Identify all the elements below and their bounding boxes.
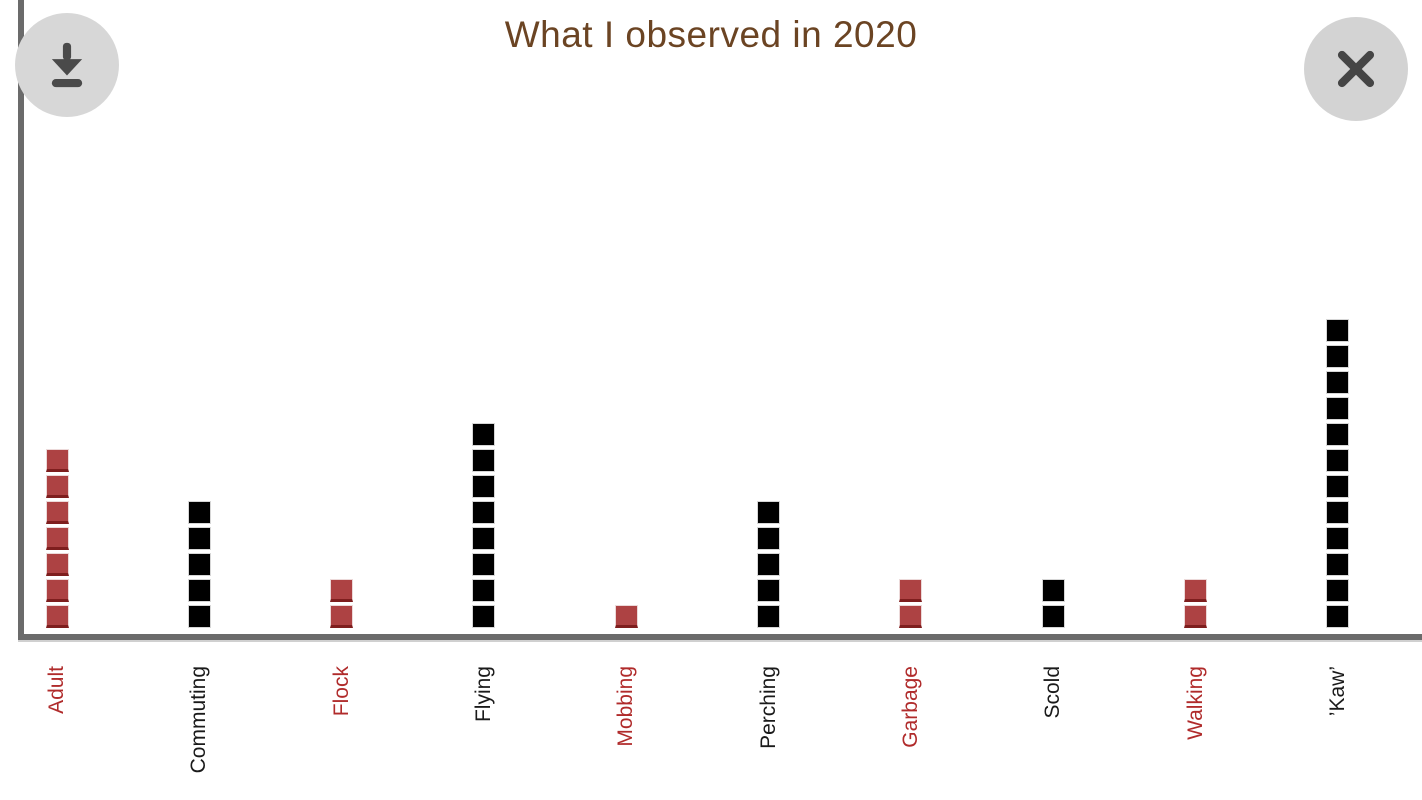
unit-square: [757, 501, 781, 524]
unit-square: [1326, 579, 1350, 602]
unit-square: [187, 605, 211, 628]
bar-garbage: [899, 579, 923, 628]
unit-square: [614, 605, 638, 628]
x-tick-label-mobbing: Mobbing: [614, 666, 638, 747]
unit-square: [330, 579, 354, 602]
unit-square: [757, 527, 781, 550]
unit-square: [1184, 579, 1208, 602]
unit-square: [1326, 553, 1350, 576]
bar-kaw: [1326, 319, 1350, 628]
unit-square: [1184, 605, 1208, 628]
x-tick-label-perching: Perching: [756, 666, 780, 749]
x-tick-label-flock: Flock: [329, 666, 353, 717]
unit-square: [1326, 475, 1350, 498]
bar-walking: [1184, 579, 1208, 628]
unit-square: [1041, 605, 1065, 628]
unit-square: [45, 527, 69, 550]
x-tick-label-garbage: Garbage: [898, 666, 922, 748]
unit-square: [757, 579, 781, 602]
bar-commuting: [187, 501, 211, 628]
unit-square: [1041, 579, 1065, 602]
unit-square: [45, 501, 69, 524]
x-axis-line: [18, 634, 1422, 640]
bar-perching: [757, 501, 781, 628]
unit-square: [1326, 345, 1350, 368]
bar-adult: [45, 449, 69, 628]
unit-square: [187, 579, 211, 602]
x-tick-label-scold: Scold: [1041, 666, 1065, 719]
bar-scold: [1041, 579, 1065, 628]
unit-square: [757, 605, 781, 628]
unit-square: [45, 553, 69, 576]
unit-square: [1326, 605, 1350, 628]
chart-title: What I observed in 2020: [504, 14, 918, 55]
x-tick-label-adult: Adult: [45, 666, 68, 714]
unit-square: [472, 553, 496, 576]
unit-square: [45, 605, 69, 628]
x-tick-label-kaw: ’Kaw’: [1325, 666, 1349, 717]
x-tick-label-commuting: Commuting: [187, 666, 211, 774]
download-icon: [39, 37, 95, 93]
unit-square: [472, 527, 496, 550]
x-tick-label-flying: Flying: [471, 666, 495, 723]
unit-square: [757, 553, 781, 576]
unit-square: [45, 475, 69, 498]
unit-square: [45, 449, 69, 472]
unit-square: [899, 579, 923, 602]
bar-flying: [472, 423, 496, 628]
close-icon: [1328, 41, 1384, 97]
download-button[interactable]: [15, 13, 119, 117]
unit-square: [472, 423, 496, 446]
unit-square: [1326, 449, 1350, 472]
unit-square: [472, 605, 496, 628]
unit-square: [1326, 371, 1350, 394]
unit-square: [472, 501, 496, 524]
unit-square: [472, 449, 496, 472]
unit-square: [899, 605, 923, 628]
unit-square: [1326, 397, 1350, 420]
unit-square: [472, 475, 496, 498]
y-axis-line: [18, 0, 24, 640]
unit-square: [1326, 501, 1350, 524]
close-button[interactable]: [1304, 17, 1408, 121]
unit-square: [1326, 319, 1350, 342]
unit-square: [1326, 423, 1350, 446]
unit-square: [330, 605, 354, 628]
unit-square: [45, 579, 69, 602]
unit-square: [1326, 527, 1350, 550]
unit-square: [187, 527, 211, 550]
x-tick-label-walking: Walking: [1183, 666, 1207, 740]
bar-flock: [330, 579, 354, 628]
bar-mobbing: [614, 605, 638, 628]
unit-square: [472, 579, 496, 602]
unit-square: [187, 501, 211, 524]
unit-square: [187, 553, 211, 576]
